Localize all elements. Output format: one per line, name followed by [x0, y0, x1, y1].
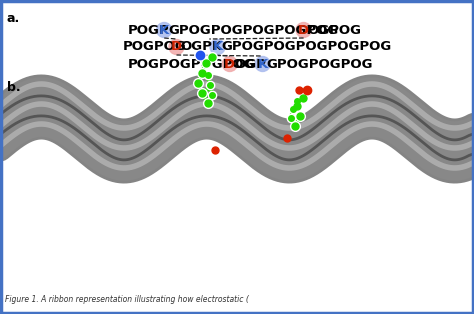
Text: a.: a.	[7, 12, 20, 25]
Text: D: D	[224, 57, 236, 71]
Text: K: K	[257, 57, 268, 71]
Text: GPOGPOGPOGPOGPOG: GPOGPOGPOGPOGPOG	[222, 41, 392, 53]
Text: OGPK: OGPK	[181, 41, 223, 53]
Text: POGP: POGP	[128, 24, 169, 36]
Text: GPOGPOGPOGPOGPOG: GPOGPOGPOGPOGPOG	[168, 24, 338, 36]
Circle shape	[157, 23, 172, 37]
Circle shape	[255, 57, 270, 72]
Text: K: K	[212, 41, 223, 53]
Circle shape	[169, 40, 184, 55]
Text: D: D	[171, 41, 182, 53]
Text: OGPOG: OGPOG	[308, 24, 362, 36]
Text: D: D	[298, 24, 309, 36]
Circle shape	[222, 57, 237, 72]
Circle shape	[296, 23, 311, 37]
Text: POGPOGPOGPOG: POGPOGPOGPOG	[128, 57, 255, 71]
Circle shape	[210, 40, 225, 55]
Text: GPOGPOGPOG: GPOGPOGPOG	[267, 57, 373, 71]
Text: Figure 1. A ribbon representation illustrating how electrostatic (: Figure 1. A ribbon representation illust…	[5, 295, 249, 304]
Text: K: K	[159, 24, 169, 36]
Text: POGPOG: POGPOG	[123, 41, 187, 53]
Text: b.: b.	[7, 81, 21, 94]
Text: OGP: OGP	[234, 57, 266, 71]
